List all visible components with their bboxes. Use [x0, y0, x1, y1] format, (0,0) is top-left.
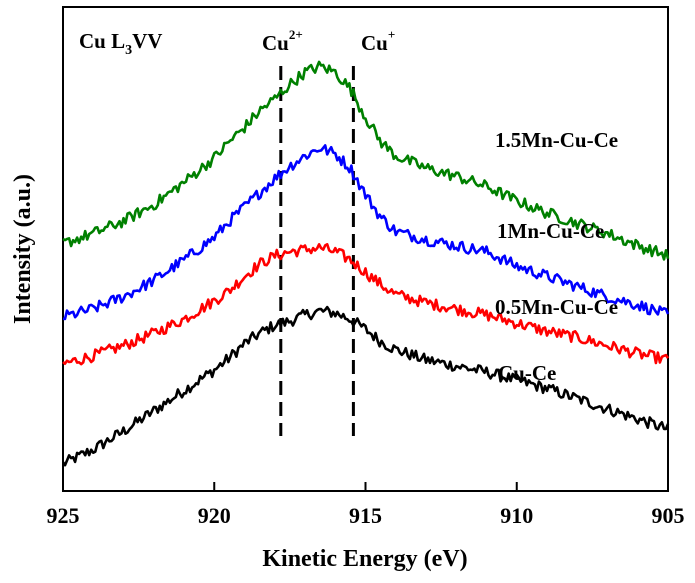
chart-title-sub: 3 [125, 43, 132, 58]
series-lines [61, 60, 670, 467]
x-tick-label-925: 925 [47, 503, 80, 528]
annotation-cuplus-sup: + [388, 27, 395, 42]
series-line-1mn-cu-ce [62, 144, 670, 321]
x-tick-label-920: 920 [198, 503, 231, 528]
x-axis-ticks [62, 482, 669, 491]
annotation-cuplus-base: Cu [361, 31, 388, 55]
x-tick-label-915: 915 [349, 503, 382, 528]
annotation-cu2plus-sup: 2+ [289, 27, 303, 42]
chart-title-main: Cu L [79, 29, 125, 53]
x-axis-title: Kinetic Energy (eV) [262, 546, 467, 572]
y-axis-title: Intensity (a.u.) [10, 174, 36, 324]
x-tick-label-905: 905 [652, 503, 685, 528]
series-line-0-5mn-cu-ce [62, 243, 670, 366]
x-tick-label-910: 910 [500, 503, 533, 528]
series-line-1-5mn-cu-ce [62, 60, 670, 261]
series-label-0-5mn-cu-ce: 0.5Mn-Cu-Ce [495, 295, 618, 319]
chart-title-tail: VV [132, 29, 162, 53]
chart-title: Cu L3VV [79, 29, 162, 58]
annotation-cuplus: Cu+ [361, 27, 395, 55]
plot-frame [62, 6, 669, 492]
annotation-cu2plus-base: Cu [262, 31, 289, 55]
series-label-cu-ce: Cu-Ce [498, 361, 556, 385]
series-label-1-5mn-cu-ce: 1.5Mn-Cu-Ce [495, 128, 618, 152]
annotation-cu2plus: Cu2+ [262, 27, 303, 55]
x-axis-tick-labels: 925 920 915 910 905 [47, 503, 685, 528]
series-label-1mn-cu-ce: 1Mn-Cu-Ce [497, 219, 604, 243]
series-line-cu-ce [61, 305, 670, 467]
